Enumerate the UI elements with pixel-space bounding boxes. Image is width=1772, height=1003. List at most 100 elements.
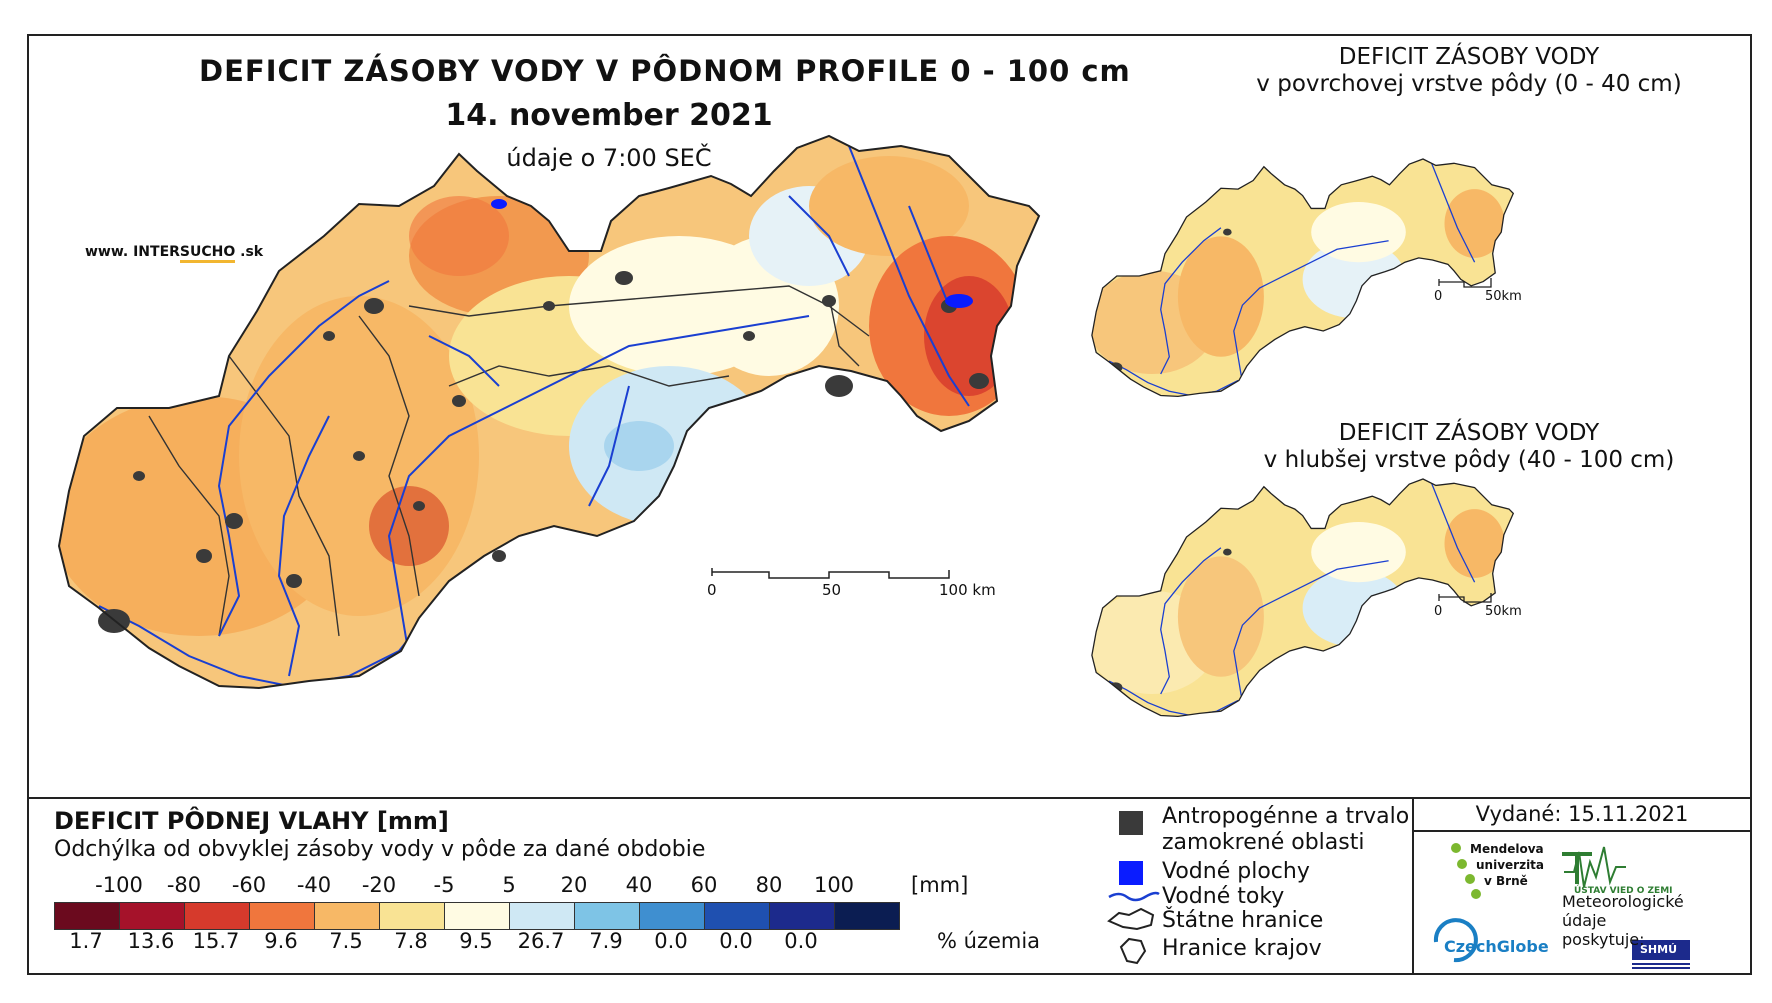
inset-bottom-title-line1: DEFICIT ZÁSOBY VODY bbox=[1338, 420, 1600, 446]
legend-swatch bbox=[704, 902, 770, 930]
main-region-borders bbox=[148, 285, 870, 637]
mendel-text-2: univerzita bbox=[1476, 858, 1545, 872]
water-symbol-icon bbox=[1119, 861, 1143, 885]
legend-subtitle: Odchýlka od obvyklej zásoby vody v pôde … bbox=[54, 837, 706, 862]
website-link[interactable]: www. INTERSUCHO .sk bbox=[85, 244, 263, 263]
legend-pct-label: 7.8 bbox=[394, 929, 428, 953]
urban-symbol-icon bbox=[1119, 811, 1143, 835]
region-border-label: Hranice krajov bbox=[1162, 936, 1322, 961]
ustav-text: ÚSTAV VIED O ZEMI bbox=[1574, 886, 1673, 896]
shmu-logo-icon bbox=[1632, 940, 1690, 969]
legend-swatch bbox=[379, 902, 445, 930]
region-border-icon bbox=[1119, 937, 1147, 965]
legend-pct-label: 7.5 bbox=[329, 929, 363, 953]
website-prefix: www. INTER bbox=[85, 244, 180, 260]
legend-pct-label: 26.7 bbox=[517, 929, 565, 953]
legend-break-label: -5 bbox=[433, 873, 455, 897]
legend-swatch bbox=[574, 902, 640, 930]
legend-title: DEFICIT PÔDNEJ VLAHY [mm] bbox=[54, 807, 449, 835]
main-water-bodies bbox=[491, 199, 973, 308]
issued-date: Vydané: 15.11.2021 bbox=[1412, 799, 1750, 832]
legend-break-label: -80 bbox=[166, 873, 202, 897]
legend-break-label: 60 bbox=[690, 873, 718, 897]
legend-break-label: 20 bbox=[560, 873, 588, 897]
czechglobe-logo-icon bbox=[1433, 918, 1478, 963]
inset-top-title-line2: v povrchovej vrstve pôdy (0 - 40 cm) bbox=[1256, 71, 1682, 97]
inset-top-scale-0: 0 bbox=[1434, 289, 1443, 304]
meteo-line1: Meteorologické bbox=[1562, 892, 1684, 911]
legend-break-label: -100 bbox=[95, 873, 143, 897]
inset-top-title-line1: DEFICIT ZÁSOBY VODY bbox=[1338, 44, 1600, 70]
legend-pct-label: 7.9 bbox=[589, 929, 623, 953]
czechglobe-text: CzechGlobe bbox=[1444, 937, 1549, 956]
main-scale-label-100: 100 km bbox=[939, 581, 996, 599]
legend-unit-pct: % územia bbox=[937, 929, 1041, 953]
legend-pct-label: 0.0 bbox=[719, 929, 753, 953]
mendel-text-1: Mendelova bbox=[1470, 842, 1544, 856]
legend-break-label: -60 bbox=[231, 873, 267, 897]
legend-unit-mm: [mm] bbox=[911, 873, 969, 897]
legend-pct-label: 13.6 bbox=[127, 929, 175, 953]
legend-swatch bbox=[119, 902, 185, 930]
meteo-line2: údaje bbox=[1562, 911, 1607, 930]
legend-break-label: -40 bbox=[296, 873, 332, 897]
main-date: 14. november 2021 bbox=[445, 98, 773, 133]
meteo-line3: poskytuje: bbox=[1562, 930, 1645, 949]
map-frame: DEFICIT ZÁSOBY VODY V PÔDNOM PROFILE 0 -… bbox=[27, 34, 1752, 975]
inset-bottom-map bbox=[1091, 478, 1514, 718]
map-canvas bbox=[58, 135, 1514, 718]
main-scale-label-0: 0 bbox=[707, 581, 717, 599]
river-symbol-icon bbox=[1108, 891, 1160, 902]
state-border-label: Štátne hranice bbox=[1162, 908, 1324, 933]
inset-top-scale bbox=[1438, 278, 1492, 288]
legend-swatch bbox=[834, 902, 900, 930]
legend-pct-label: 9.5 bbox=[459, 929, 493, 953]
inset-bottom-scale-0: 0 bbox=[1434, 604, 1443, 619]
legend-break-label: -20 bbox=[361, 873, 397, 897]
legend-pct-label: 9.6 bbox=[264, 929, 298, 953]
legend-break-label: 80 bbox=[755, 873, 783, 897]
anthropogenic-label-line2: zamokrené oblasti bbox=[1162, 830, 1365, 855]
state-border-icon bbox=[1107, 907, 1155, 931]
meteo-text: Meteorologické údaje poskytuje: bbox=[1562, 892, 1684, 949]
main-scale-label-50: 50 bbox=[822, 581, 842, 599]
ustav-logo-icon bbox=[1562, 846, 1626, 888]
legend-pct-label: 1.7 bbox=[69, 929, 103, 953]
main-rivers bbox=[98, 145, 970, 688]
legend-break-label: 40 bbox=[625, 873, 653, 897]
legend-swatch bbox=[54, 902, 120, 930]
legend-pct-label: 0.0 bbox=[784, 929, 818, 953]
legend-swatch bbox=[444, 902, 510, 930]
inset-top-scale-50: 50km bbox=[1485, 289, 1522, 304]
legend-break-label: 100 bbox=[813, 873, 855, 897]
legend-swatch bbox=[639, 902, 705, 930]
logos-panel: Mendelova univerzita v Brně CzechGlobe Ú… bbox=[1412, 832, 1750, 975]
legend-pct-label: 15.7 bbox=[192, 929, 240, 953]
legend-panel: DEFICIT PÔDNEJ VLAHY [mm] Odchýlka od ob… bbox=[29, 797, 1750, 975]
main-title: DEFICIT ZÁSOBY VODY V PÔDNOM PROFILE 0 -… bbox=[199, 54, 1131, 88]
inset-bottom-title: DEFICIT ZÁSOBY VODY v hlubšej vrstve pôd… bbox=[1219, 420, 1719, 474]
website-mid: SUCHO bbox=[179, 244, 236, 263]
main-urban-areas bbox=[98, 271, 989, 633]
legend-swatch bbox=[769, 902, 835, 930]
mendel-text-3: v Brně bbox=[1484, 874, 1528, 888]
map-area: DEFICIT ZÁSOBY VODY V PÔDNOM PROFILE 0 -… bbox=[29, 36, 1750, 797]
legend-swatch bbox=[314, 902, 380, 930]
anthropogenic-label-line1: Antropogénne a trvalo bbox=[1162, 804, 1410, 829]
shmu-text: SHMÚ bbox=[1640, 943, 1678, 956]
legend-break-label: 5 bbox=[502, 873, 516, 897]
inset-bottom-scale bbox=[1438, 593, 1492, 603]
streams-label: Vodné toky bbox=[1162, 884, 1285, 909]
mendel-logo-icon bbox=[1451, 843, 1481, 899]
logos-graphics bbox=[1433, 843, 1690, 969]
inset-top-map bbox=[1091, 158, 1514, 398]
inset-top-title: DEFICIT ZÁSOBY VODY v povrchovej vrstve … bbox=[1219, 44, 1719, 98]
water-bodies-label: Vodné plochy bbox=[1162, 859, 1310, 884]
legend-pct-label: 0.0 bbox=[654, 929, 688, 953]
main-scale-bar bbox=[711, 568, 950, 579]
main-map-fill bbox=[59, 136, 1039, 688]
legend-swatch bbox=[509, 902, 575, 930]
legend-swatch bbox=[184, 902, 250, 930]
main-time: údaje o 7:00 SEČ bbox=[506, 144, 712, 172]
inset-bottom-title-line2: v hlubšej vrstve pôdy (40 - 100 cm) bbox=[1263, 447, 1675, 473]
